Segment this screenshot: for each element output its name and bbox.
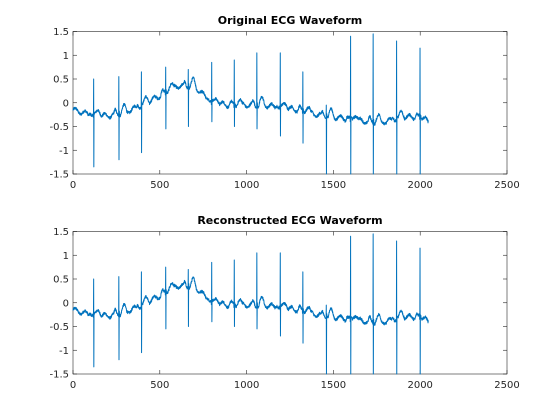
original-ecg-x-tick-label: 2000 — [407, 180, 432, 191]
original-ecg-y-tick-label: -1.5 — [49, 170, 69, 181]
original-ecg-y-tick-label: 0 — [63, 98, 69, 109]
original-ecg-x-tick-label: 1000 — [234, 180, 259, 191]
reconstructed-ecg-series — [72, 233, 429, 375]
reconstructed-ecg-y-tick-label: 0.5 — [53, 275, 69, 286]
original-ecg-title: Original ECG Waveform — [218, 14, 363, 27]
reconstructed-ecg-axes — [72, 231, 508, 375]
reconstructed-ecg-panel: Reconstructed ECG Waveform 0 500 1000 1500 2… — [49, 214, 519, 391]
reconstructed-ecg-y-tick-label: -1.5 — [49, 370, 69, 381]
original-ecg-x-tick-label: 1500 — [321, 180, 346, 191]
original-ecg-series-line — [72, 33, 429, 175]
original-ecg-series — [72, 33, 429, 175]
original-ecg-y-tick-label: -0.5 — [49, 122, 69, 133]
original-ecg-y-tick-label: -1 — [59, 146, 69, 157]
reconstructed-ecg-y-tick-label: 1.5 — [53, 227, 69, 238]
reconstructed-ecg-x-ticks: 0 500 1000 1500 2000 2500 — [70, 231, 520, 391]
reconstructed-ecg-series-line — [72, 233, 429, 375]
reconstructed-ecg-x-tick-label: 0 — [70, 380, 76, 391]
reconstructed-ecg-x-tick-label: 1000 — [234, 380, 259, 391]
reconstructed-ecg-y-ticks: -1.5 -1 -0.5 0 0.5 1 1.5 — [49, 227, 507, 381]
reconstructed-ecg-y-tick-label: 0 — [63, 298, 69, 309]
reconstructed-ecg-x-tick-label: 2500 — [494, 380, 519, 391]
reconstructed-ecg-y-tick-label: -0.5 — [49, 322, 69, 333]
original-ecg-x-tick-label: 500 — [150, 180, 169, 191]
reconstructed-ecg-y-tick-label: -1 — [59, 346, 69, 357]
original-ecg-y-tick-label: 0.5 — [53, 75, 69, 86]
reconstructed-ecg-x-tick-label: 500 — [150, 380, 169, 391]
original-ecg-axes — [72, 31, 508, 175]
reconstructed-ecg-x-tick-label: 1500 — [321, 380, 346, 391]
original-ecg-y-tick-label: 1.5 — [53, 27, 69, 38]
reconstructed-ecg-title: Reconstructed ECG Waveform — [197, 214, 382, 227]
original-ecg-panel: Original ECG Waveform 0 500 1000 1500 2000 25… — [49, 14, 519, 191]
reconstructed-ecg-y-tick-label: 1 — [63, 251, 69, 262]
original-ecg-y-ticks: -1.5 -1 -0.5 0 0.5 1 1.5 — [49, 27, 507, 181]
reconstructed-ecg-x-tick-label: 2000 — [407, 380, 432, 391]
original-ecg-x-tick-label: 2500 — [494, 180, 519, 191]
original-ecg-x-tick-label: 0 — [70, 180, 76, 191]
original-ecg-y-tick-label: 1 — [63, 51, 69, 62]
